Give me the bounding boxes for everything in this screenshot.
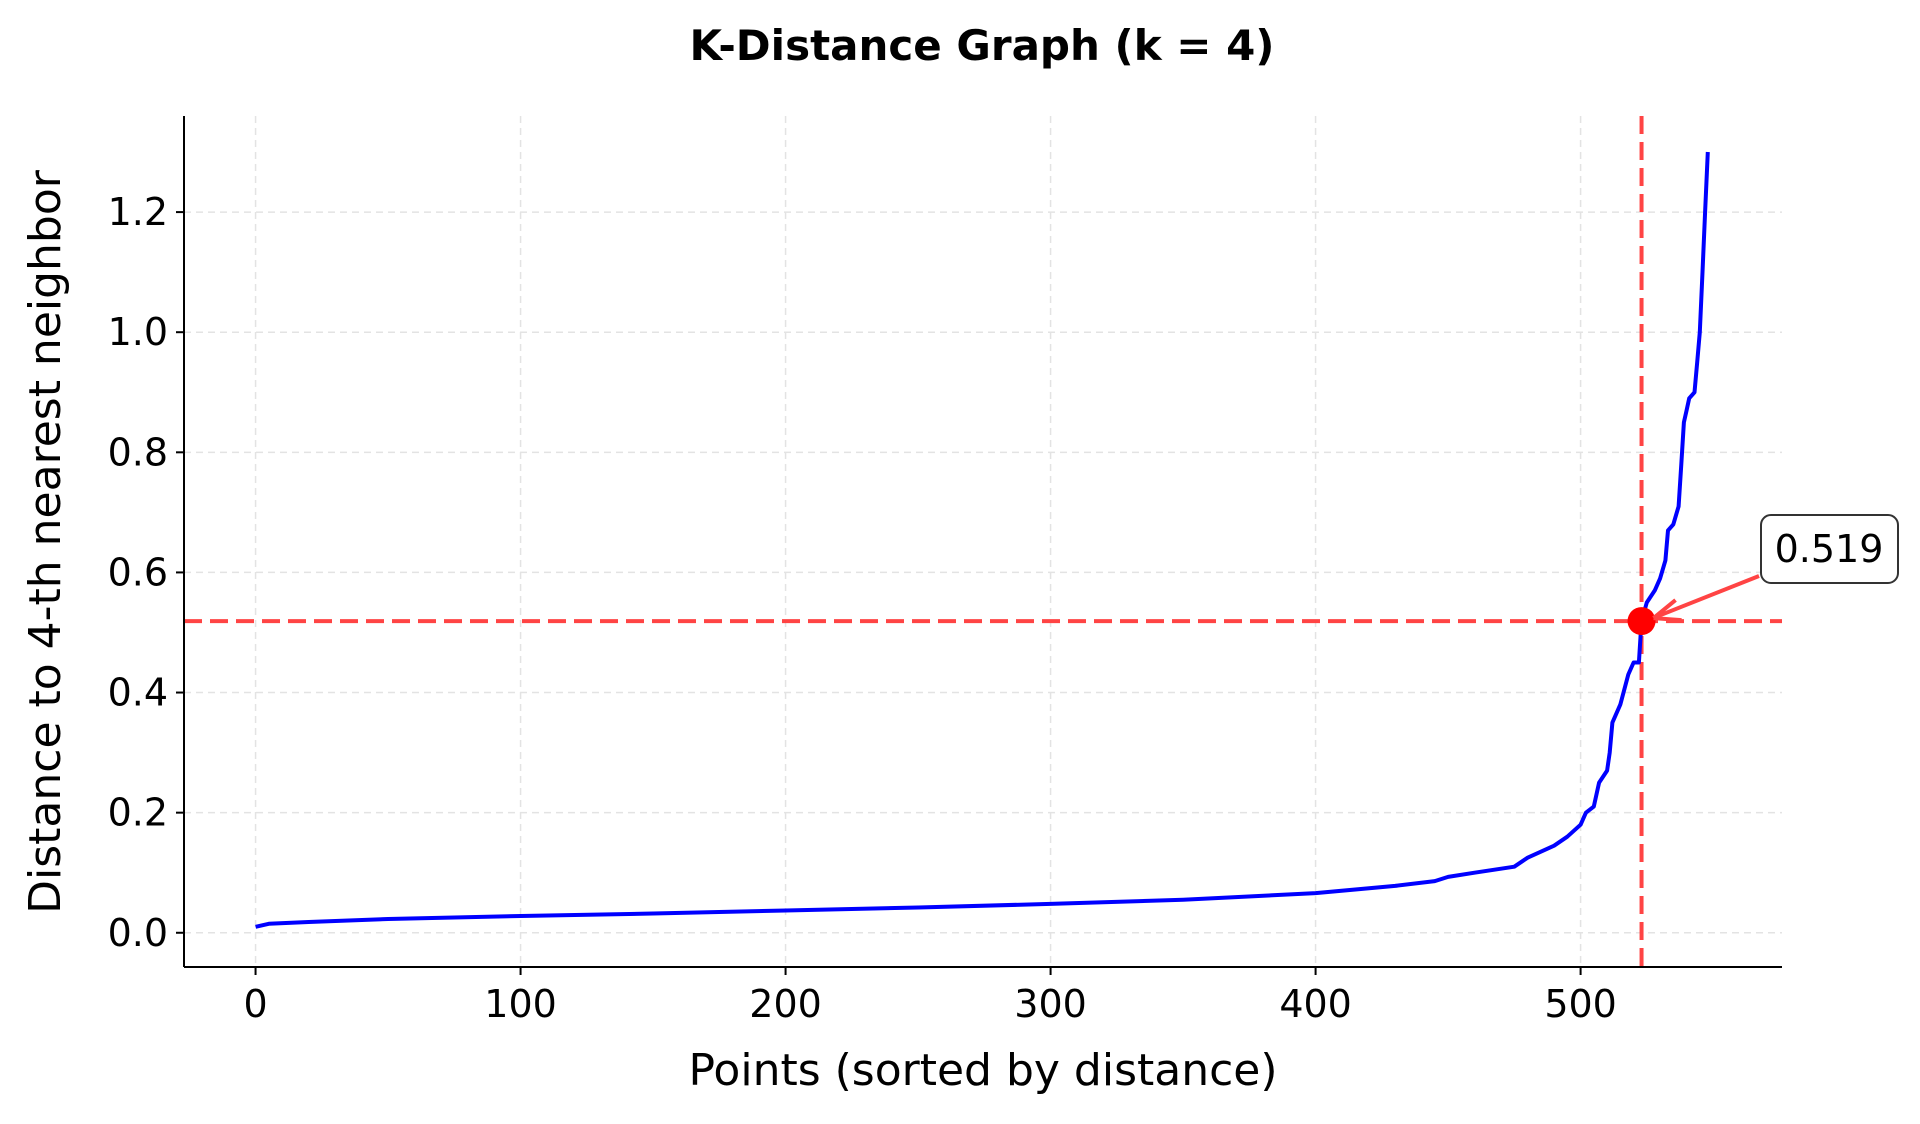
threshold-lines <box>184 116 1782 967</box>
y-tick-label: 0.8 <box>108 430 168 474</box>
y-tick-label: 0.0 <box>108 911 168 955</box>
x-axis-label: Points (sorted by distance) <box>688 1045 1277 1096</box>
annotation-label: 0.519 <box>1775 527 1884 571</box>
k-distance-line <box>255 151 1710 929</box>
annotation: 0.519 <box>1652 514 1899 623</box>
arrow-head-icon <box>1652 598 1682 623</box>
y-tick-label: 0.4 <box>108 671 168 715</box>
series-layer <box>255 151 1710 929</box>
grid <box>184 116 1782 967</box>
elbow-point-marker <box>1627 607 1656 636</box>
x-tick-label: 500 <box>1544 982 1617 1026</box>
x-tick-label: 200 <box>749 982 822 1026</box>
y-tick-label: 0.2 <box>108 791 168 835</box>
y-axis-label: Distance to 4-th nearest neighbor <box>20 169 71 914</box>
y-tick-label: 0.6 <box>108 550 168 594</box>
x-tick-label: 0 <box>243 982 267 1026</box>
x-tick-label: 100 <box>484 982 557 1026</box>
annotation-box <box>1760 514 1899 584</box>
y-tick-label: 1.0 <box>108 310 168 354</box>
ticks: 0 100 200 300 400 500 0.0 0.2 0.4 0.6 0.8 1.0 1.2 <box>108 190 1617 1026</box>
y-tick-label: 1.2 <box>108 190 168 234</box>
annotation-arrow <box>1654 574 1760 619</box>
chart-title: K-Distance Graph (k = 4) <box>689 21 1274 70</box>
axes <box>183 116 1782 968</box>
x-tick-label: 300 <box>1014 982 1087 1026</box>
x-tick-label: 400 <box>1279 982 1352 1026</box>
